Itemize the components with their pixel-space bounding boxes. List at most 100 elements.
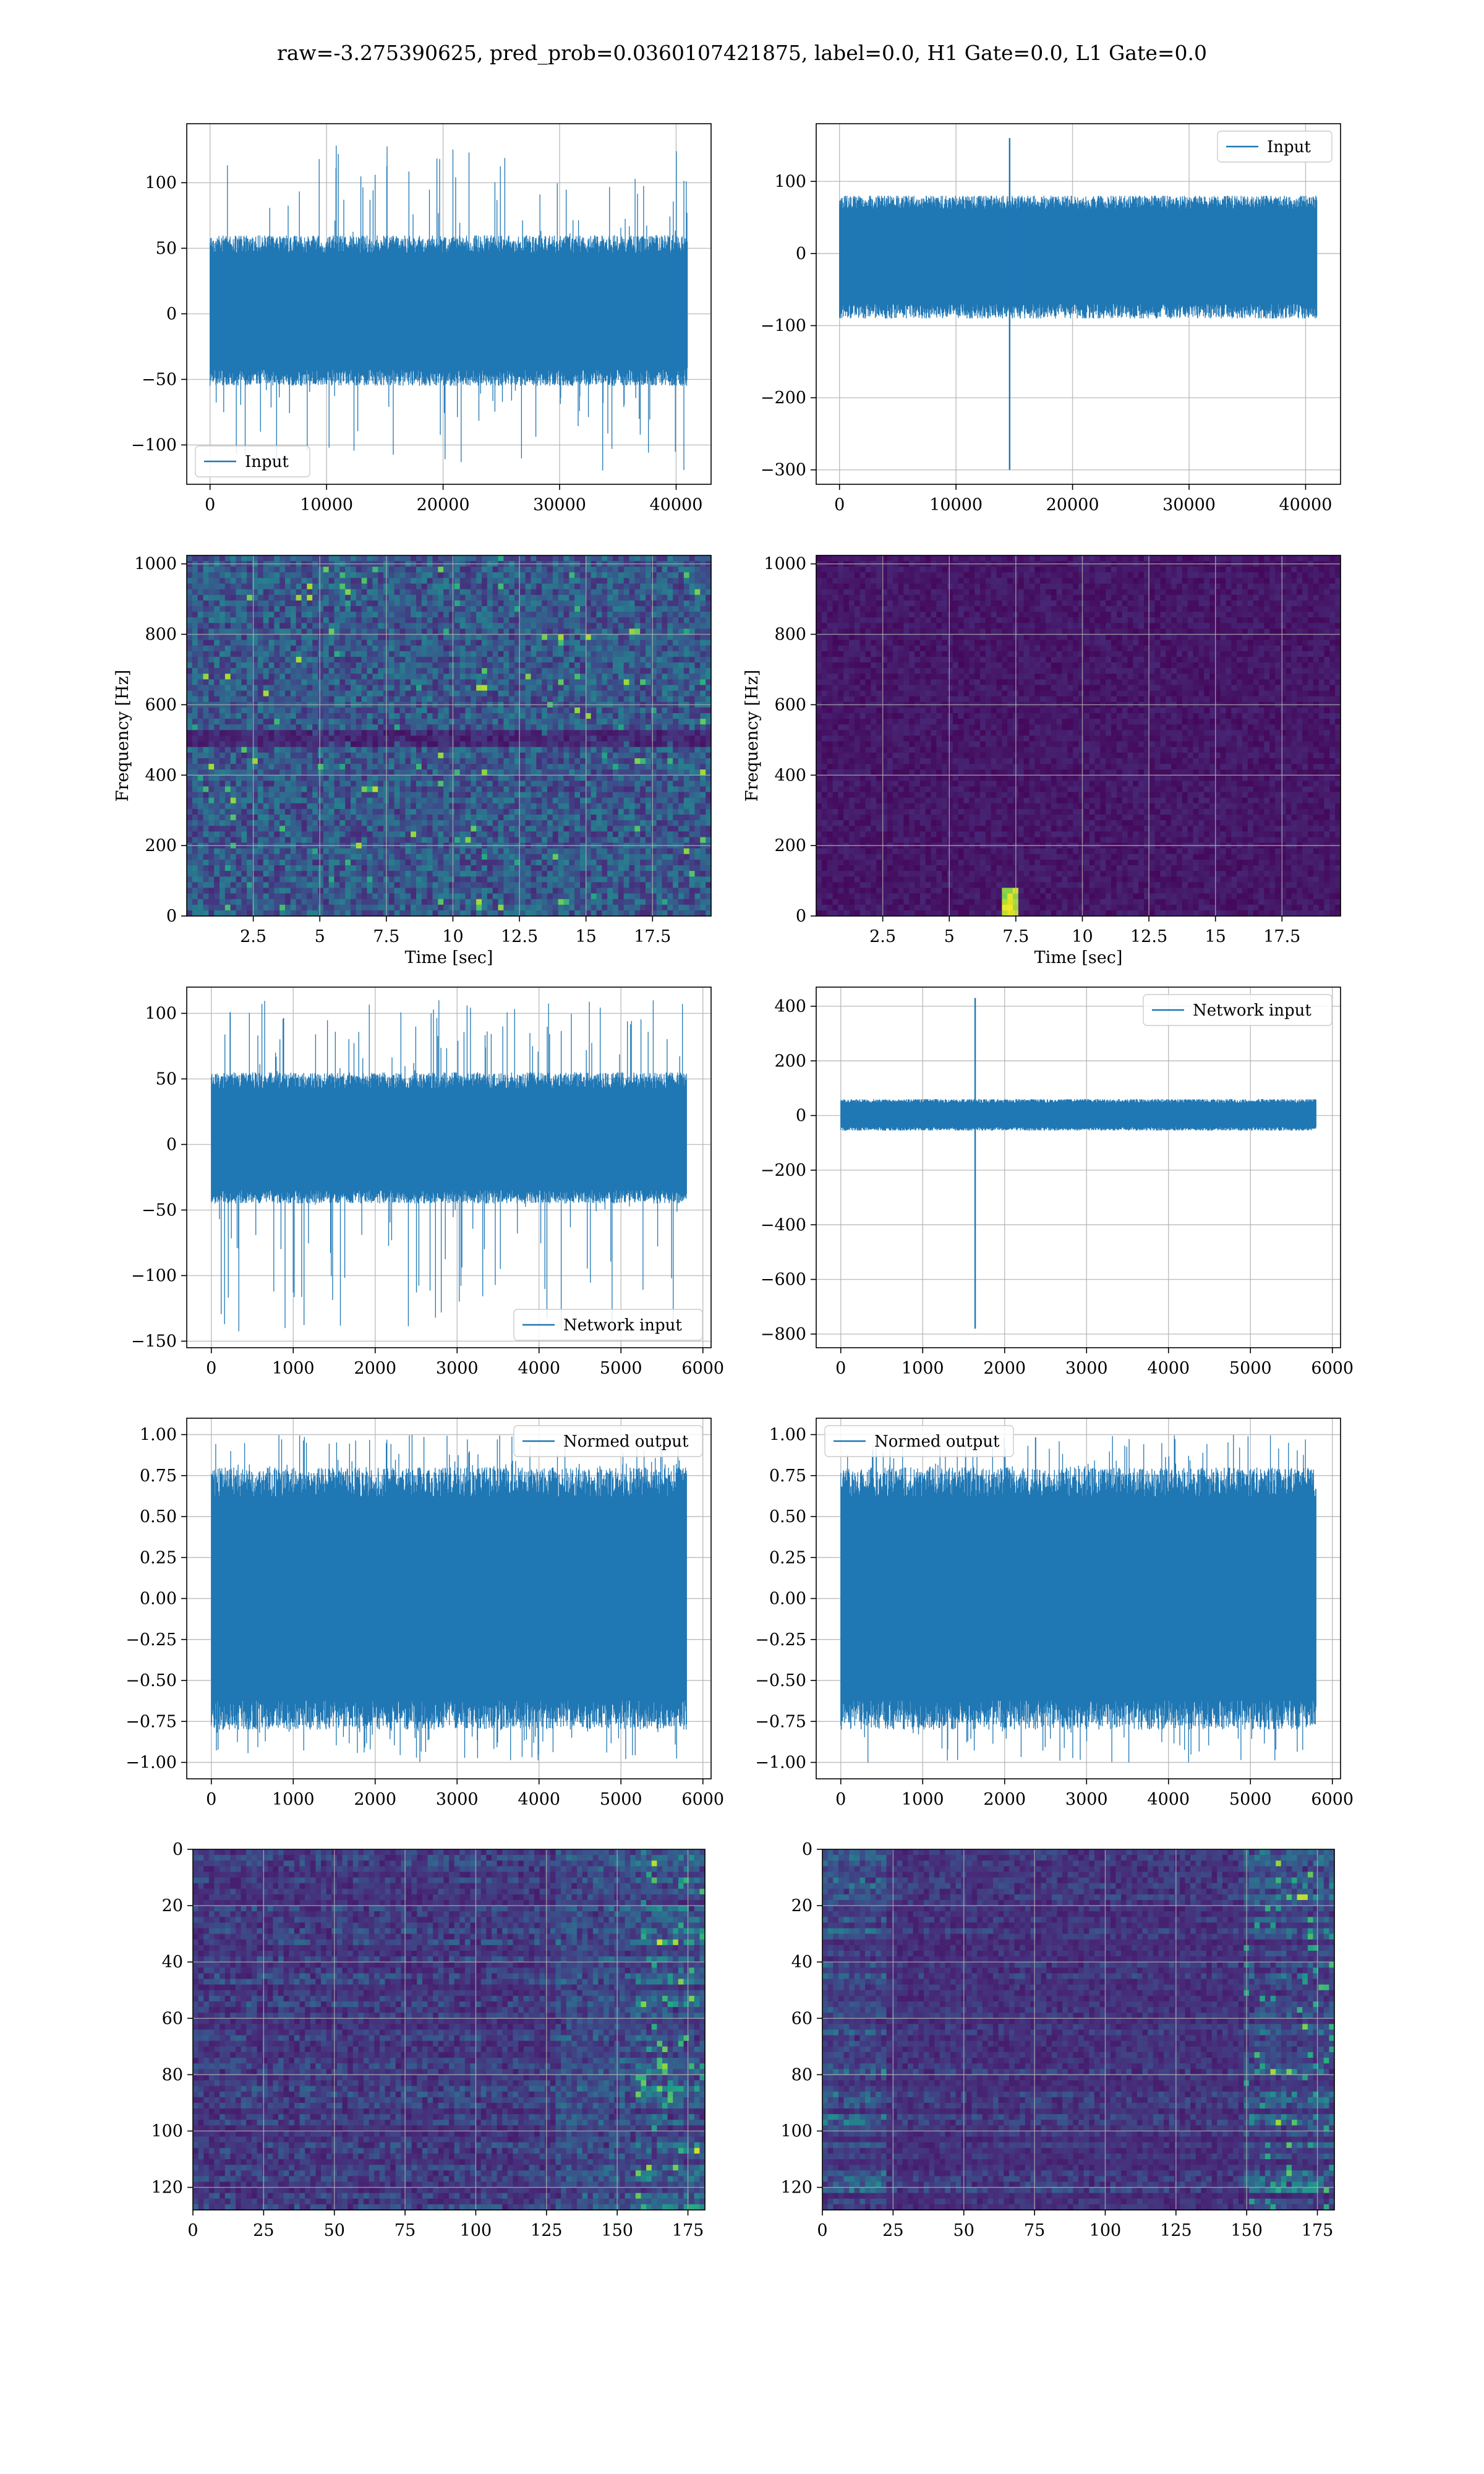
l1-network-input-axes: 0 1000 2000 3000 4000 5000 6000−800−600−400−20… — [761, 987, 1354, 1378]
l1-normed-output-ytick-label-0: −1.00 — [755, 1753, 806, 1773]
l1-normed-output-xtick-label-1: 1000 — [902, 1790, 944, 1809]
h1-normed-output-xtick-label-6: 6000 — [681, 1790, 724, 1809]
l1-feature-map-xtick-label-1: 25 — [882, 2221, 903, 2240]
h1-feature-map-ytick-label-0: 0 — [173, 1840, 183, 1859]
h1-normed-output-legend: Normed output — [514, 1426, 702, 1457]
l1-spectrogram-xtick-label-3: 10 — [1072, 927, 1093, 946]
l1-feature-map-ytick-label-1: 20 — [791, 1896, 812, 1915]
l1-feature-map-ytick-label-4: 80 — [791, 2065, 812, 2084]
l1-input-xtick-label-1: 10000 — [929, 495, 983, 515]
h1-normed-output-ytick-label-8: 1.00 — [140, 1426, 177, 1445]
h1-feature-map-xtick-label-4: 100 — [460, 2221, 492, 2240]
h1-network-input-xtick-label-3: 3000 — [436, 1359, 479, 1378]
h1-spectrogram-ytick-label-3: 600 — [145, 695, 177, 714]
h1-normed-output-xtick-label-0: 0 — [206, 1790, 216, 1809]
l1-feature-map-ytick-label-0: 0 — [802, 1840, 812, 1859]
h1-network-input-ytick-label-3: 0 — [166, 1135, 177, 1154]
l1-feature-map-xtick-label-2: 50 — [953, 2221, 974, 2240]
l1-spectrogram-ytick-label-2: 400 — [774, 766, 806, 785]
l1-feature-map-ytick-label-6: 120 — [780, 2178, 812, 2198]
l1-input-xtick-label-0: 0 — [834, 495, 845, 515]
h1-input-ytick-label-1: −50 — [142, 370, 177, 389]
h1-spectrogram-xtick-label-3: 10 — [442, 927, 463, 946]
h1-feature-map-ytick-label-1: 20 — [162, 1896, 183, 1915]
h1-spectrogram-ytick-label-0: 0 — [166, 907, 177, 926]
l1-spectrogram-cells — [816, 555, 1341, 917]
l1-network-input-legend-label: Network input — [1193, 1001, 1311, 1020]
h1-network-input-legend: Network input — [514, 1309, 702, 1340]
h1-normed-output-ytick-label-0: −1.00 — [126, 1753, 177, 1773]
h1-normed-output-legend-label: Normed output — [563, 1432, 689, 1451]
l1-normed-output-xtick-label-0: 0 — [835, 1790, 846, 1809]
h1-normed-output-ytick-label-6: 0.50 — [140, 1507, 177, 1526]
l1-normed-output-ytick-label-8: 1.00 — [769, 1426, 806, 1445]
h1-network-input-xtick-label-0: 0 — [206, 1359, 216, 1378]
l1-input-axes: 0 10000 20000 30000 40000−300−200−1000100Inp… — [761, 124, 1341, 515]
h1-network-input-xtick-label-5: 5000 — [600, 1359, 642, 1378]
l1-feature-map-xtick-label-4: 100 — [1090, 2221, 1122, 2240]
l1-normed-output-xtick-label-5: 5000 — [1229, 1790, 1272, 1809]
h1-input-ytick-label-2: 0 — [166, 304, 177, 323]
l1-spectrogram-xtick-label-5: 15 — [1205, 927, 1226, 946]
h1-network-input-ytick-label-4: 50 — [156, 1069, 177, 1089]
l1-network-input-ytick-label-5: 200 — [774, 1051, 806, 1071]
l1-input-ytick-label-2: −100 — [761, 316, 806, 335]
l1-spectrogram-xtick-label-0: 2.5 — [869, 927, 896, 946]
l1-input-xtick-label-4: 40000 — [1279, 495, 1333, 515]
h1-feature-map-xtick-label-3: 75 — [394, 2221, 416, 2240]
l1-spectrogram-ytick-label-5: 1000 — [764, 555, 806, 574]
h1-input-xtick-label-1: 10000 — [300, 495, 353, 515]
h1-network-input-axes: 0 1000 2000 3000 4000 5000 6000−150−100−500501… — [131, 987, 724, 1378]
l1-network-input-ytick-label-0: −800 — [761, 1325, 806, 1344]
h1-normed-output-axes: 0 1000 2000 3000 4000 5000 6000−1.00−0.75−0.50… — [126, 1418, 724, 1809]
l1-spectrogram-ytick-label-4: 800 — [774, 625, 806, 644]
l1-normed-output-legend-label: Normed output — [874, 1432, 1000, 1451]
h1-spectrogram-xtick-label-0: 2.5 — [240, 927, 267, 946]
h1-input-xtick-label-3: 30000 — [533, 495, 586, 515]
h1-network-input-ytick-label-2: −50 — [142, 1201, 177, 1220]
h1-spectrogram-xtick-label-4: 12.5 — [501, 927, 538, 946]
l1-normed-output-axes: 0 1000 2000 3000 4000 5000 6000−1.00−0.75−0.50… — [755, 1418, 1354, 1809]
l1-network-input-xtick-label-2: 2000 — [983, 1359, 1026, 1378]
l1-normed-output-xtick-label-2: 2000 — [983, 1790, 1026, 1809]
l1-normed-output-ytick-label-3: −0.25 — [755, 1630, 806, 1650]
h1-feature-map-xtick-label-6: 150 — [601, 2221, 633, 2240]
l1-network-input-ytick-label-6: 400 — [774, 997, 806, 1016]
h1-spectrogram-ylabel: Frequency [Hz] — [113, 670, 132, 802]
l1-input-ytick-label-4: 100 — [774, 172, 806, 191]
l1-input-ytick-label-0: −300 — [761, 461, 806, 480]
h1-input-legend: Input — [195, 446, 310, 477]
h1-feature-map-cells — [193, 1849, 706, 2211]
h1-network-input-ytick-label-0: −150 — [131, 1332, 177, 1351]
l1-spectrogram-ytick-label-0: 0 — [796, 907, 806, 926]
h1-network-input-ytick-label-5: 100 — [145, 1004, 177, 1023]
h1-feature-map-xtick-label-0: 0 — [187, 2221, 198, 2240]
h1-normed-output-xtick-label-4: 4000 — [518, 1790, 560, 1809]
l1-spectrogram-xlabel: Time [sec] — [1034, 948, 1123, 967]
h1-feature-map-ytick-label-6: 120 — [151, 2178, 183, 2198]
h1-spectrogram-cells — [187, 555, 712, 917]
h1-spectrogram-xtick-label-6: 17.5 — [634, 927, 671, 946]
l1-feature-map-xtick-label-5: 125 — [1160, 2221, 1192, 2240]
l1-feature-map-xtick-label-0: 0 — [817, 2221, 827, 2240]
h1-normed-output-ytick-label-1: −0.75 — [126, 1712, 177, 1731]
h1-input-ytick-label-4: 100 — [145, 173, 177, 192]
l1-network-input-xtick-label-4: 4000 — [1147, 1359, 1190, 1378]
h1-input-legend-label: Input — [245, 453, 289, 471]
l1-spectrogram-axes: 2.5 5 7.5 10 12.5 15 17.502004006008001000Time… — [743, 555, 1341, 967]
l1-feature-map-ytick-label-3: 60 — [791, 2009, 812, 2028]
h1-input-xtick-label-0: 0 — [205, 495, 215, 515]
l1-normed-output-ytick-label-2: −0.50 — [755, 1671, 806, 1690]
h1-network-input-xtick-label-4: 4000 — [518, 1359, 560, 1378]
l1-network-input-background — [816, 987, 1341, 1348]
h1-network-input-legend-label: Network input — [563, 1316, 682, 1335]
h1-feature-map-ytick-label-2: 40 — [162, 1953, 183, 1972]
l1-normed-output-ytick-label-1: −0.75 — [755, 1712, 806, 1731]
h1-normed-output-ytick-label-7: 0.75 — [140, 1466, 177, 1486]
h1-normed-output-xtick-label-1: 1000 — [272, 1790, 315, 1809]
h1-feature-map-xtick-label-5: 125 — [531, 2221, 563, 2240]
l1-network-input-xtick-label-0: 0 — [835, 1359, 846, 1378]
l1-spectrogram-ytick-label-1: 200 — [774, 836, 806, 855]
